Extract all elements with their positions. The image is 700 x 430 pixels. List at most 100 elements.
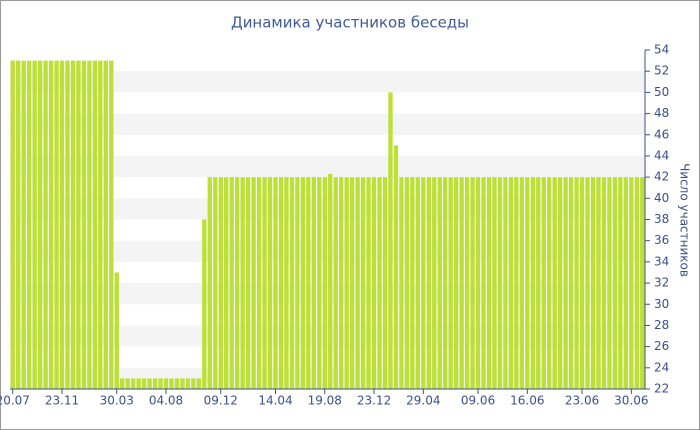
bar bbox=[174, 378, 180, 389]
bar bbox=[59, 60, 65, 389]
x-tick-label: 19.08 bbox=[308, 394, 342, 408]
bar bbox=[273, 177, 278, 389]
bar bbox=[180, 378, 185, 389]
bar bbox=[563, 177, 568, 389]
y-tick-label: 50 bbox=[654, 85, 669, 99]
bar bbox=[536, 177, 541, 389]
x-tick-label: 30.06 bbox=[614, 394, 648, 408]
bar bbox=[470, 177, 475, 389]
x-tick-label: 23.12 bbox=[357, 394, 391, 408]
bar bbox=[158, 378, 163, 389]
bar bbox=[437, 177, 442, 389]
bar bbox=[475, 177, 481, 389]
bar bbox=[344, 177, 349, 389]
bar bbox=[48, 60, 54, 389]
bar bbox=[207, 177, 212, 389]
bar bbox=[32, 60, 37, 389]
bar bbox=[634, 177, 639, 389]
bar bbox=[618, 177, 623, 389]
y-tick-label: 40 bbox=[654, 191, 669, 205]
x-tick-label: 20.07 bbox=[0, 394, 30, 408]
y-tick-label: 36 bbox=[654, 233, 669, 247]
bar bbox=[623, 177, 629, 389]
bar bbox=[629, 177, 634, 389]
x-tick-label: 14.04 bbox=[258, 394, 292, 408]
y-tick-label: 30 bbox=[654, 297, 669, 311]
bar bbox=[579, 177, 585, 389]
bar bbox=[317, 177, 322, 389]
bar bbox=[267, 177, 273, 389]
bar bbox=[547, 177, 552, 389]
bar bbox=[120, 378, 125, 389]
grid-band bbox=[10, 325, 645, 347]
bar bbox=[185, 378, 191, 389]
bar bbox=[152, 378, 158, 389]
bar bbox=[371, 177, 377, 389]
bar bbox=[585, 177, 590, 389]
bar bbox=[251, 177, 256, 389]
bar bbox=[481, 177, 486, 389]
bar bbox=[10, 60, 15, 389]
bar bbox=[196, 378, 202, 389]
bar bbox=[284, 177, 289, 389]
bar bbox=[590, 177, 596, 389]
bar bbox=[262, 177, 267, 389]
bar bbox=[37, 60, 43, 389]
bar bbox=[612, 177, 618, 389]
bar bbox=[213, 177, 218, 389]
bar bbox=[497, 177, 503, 389]
x-tick-label: 09.06 bbox=[461, 394, 495, 408]
bar bbox=[519, 177, 525, 389]
bar bbox=[26, 60, 32, 389]
bar bbox=[333, 177, 338, 389]
y-tick-label: 34 bbox=[654, 254, 669, 268]
bar bbox=[295, 177, 300, 389]
bar bbox=[596, 177, 601, 389]
bar bbox=[141, 378, 147, 389]
bar bbox=[328, 173, 333, 389]
bar bbox=[234, 177, 240, 389]
bar bbox=[404, 177, 410, 389]
bar bbox=[300, 177, 306, 389]
bar bbox=[54, 60, 59, 389]
bar bbox=[443, 177, 448, 389]
bar bbox=[607, 177, 612, 389]
bar bbox=[448, 177, 453, 389]
grid-band bbox=[10, 198, 645, 220]
bar bbox=[421, 177, 426, 389]
x-tick-label: 23.11 bbox=[45, 394, 79, 408]
bar bbox=[81, 60, 87, 389]
y-tick-label: 42 bbox=[654, 170, 669, 184]
y-tick-label: 32 bbox=[654, 276, 669, 290]
bar bbox=[136, 378, 141, 389]
bar bbox=[163, 378, 169, 389]
bar bbox=[525, 177, 530, 389]
y-tick-label: 22 bbox=[654, 382, 669, 396]
grid-band bbox=[10, 113, 645, 135]
bar bbox=[278, 177, 284, 389]
bar bbox=[410, 177, 415, 389]
bar bbox=[70, 60, 76, 389]
bar bbox=[245, 177, 251, 389]
grid-band bbox=[10, 283, 645, 305]
y-tick-label: 54 bbox=[654, 43, 669, 57]
bar bbox=[322, 177, 327, 389]
bar bbox=[453, 177, 459, 389]
bar bbox=[114, 272, 119, 389]
grid-band bbox=[10, 71, 645, 93]
bar bbox=[432, 177, 437, 389]
y-tick-label: 52 bbox=[654, 64, 669, 78]
bar bbox=[103, 60, 108, 389]
bar bbox=[388, 92, 393, 389]
bar bbox=[574, 177, 579, 389]
bar bbox=[508, 177, 514, 389]
bar bbox=[464, 177, 470, 389]
bar bbox=[306, 177, 311, 389]
bar bbox=[43, 60, 48, 389]
bar bbox=[426, 177, 431, 389]
bar bbox=[289, 177, 295, 389]
bar bbox=[640, 177, 645, 389]
bar bbox=[229, 177, 234, 389]
chart-title: Динамика участников беседы bbox=[231, 14, 469, 32]
